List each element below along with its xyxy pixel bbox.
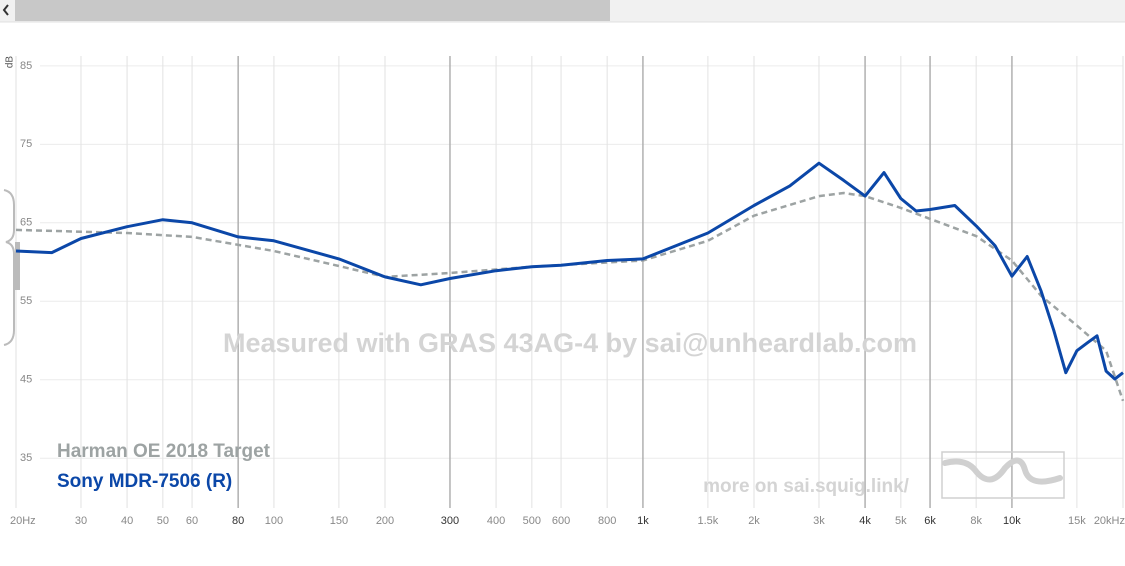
grid: 35 45 55 65 75 85 20Hz 30 40 50 60 80 100 150 200 300 40… [10, 56, 1125, 527]
x-tick-label: 80 [232, 515, 244, 527]
response-curve [15, 191, 1125, 402]
legend: Harman OE 2018 Target Sony MDR-7506 (R) [57, 441, 271, 492]
x-tick-label: 30 [75, 515, 87, 527]
x-tick-label: 400 [487, 515, 505, 527]
x-tick-label: 8k [970, 515, 982, 527]
logo-frame [941, 451, 1065, 499]
x-tick-label: 1.5k [697, 515, 718, 527]
y-tick-label: 55 [20, 295, 32, 307]
scroll-left-arrow[interactable] [2, 4, 9, 16]
x-tick-label: 500 [523, 515, 541, 527]
watermark: Measured with GRAS 43AG-4 by sai@unheard… [223, 328, 917, 358]
y-tick-label: 65 [20, 217, 32, 229]
x-tick-label: 800 [598, 515, 616, 527]
scrollbar-thumb[interactable] [15, 0, 610, 21]
x-tick-label: 3k [813, 515, 825, 527]
x-tick-label: 300 [441, 515, 459, 527]
drag-handle-grip[interactable] [15, 242, 20, 290]
y-tick-label: 35 [20, 452, 32, 464]
x-tick-label: 50 [157, 515, 169, 527]
response-curve [15, 161, 1124, 381]
x-tick-label: 60 [186, 515, 198, 527]
curves [15, 161, 1125, 402]
x-tick-label: 4k [859, 515, 871, 527]
x-tick-label: 20Hz [10, 515, 36, 527]
x-tick-label: 2k [748, 515, 760, 527]
x-tick-label: 40 [121, 515, 133, 527]
x-tick-label: 5k [895, 515, 907, 527]
y-tick-label: 85 [20, 60, 32, 72]
x-tick-label: 10k [1003, 515, 1021, 527]
y-axis-label: dB [5, 56, 16, 69]
legend-label: Sony MDR-7506 (R) [57, 471, 232, 492]
legend-label: Harman OE 2018 Target [57, 441, 271, 462]
x-tick-label: 1k [637, 515, 649, 527]
y-tick-label: 75 [20, 138, 32, 150]
y-tick-label: 45 [20, 374, 32, 386]
x-tick-label: 100 [265, 515, 283, 527]
x-tick-label: 15k [1068, 515, 1086, 527]
logo-wave [942, 457, 1063, 485]
x-tick-label: 6k [924, 515, 936, 527]
drag-handle[interactable] [3, 189, 15, 346]
footer-link[interactable]: more on sai.squig.link/ [703, 476, 910, 497]
x-tick-label: 200 [376, 515, 394, 527]
x-tick-label: 150 [330, 515, 348, 527]
x-tick-label: 20kHz [1094, 515, 1125, 527]
x-tick-label: 600 [552, 515, 570, 527]
